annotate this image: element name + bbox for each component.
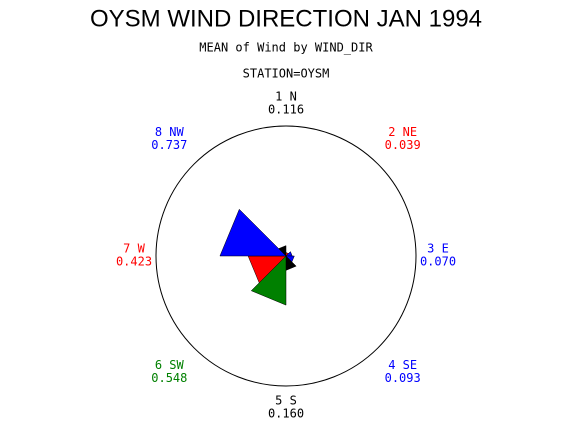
value-label: 0.070 <box>420 255 456 269</box>
chart-title: OYSM WIND DIRECTION JAN 1994 <box>90 5 482 32</box>
direction-label: 6 SW <box>155 358 185 372</box>
direction-label: 5 S <box>275 394 297 408</box>
chart-subtitle: MEAN of Wind by WIND_DIR <box>199 41 373 55</box>
value-label: 0.548 <box>151 371 187 385</box>
value-label: 0.039 <box>385 138 421 152</box>
direction-label: 1 N <box>275 90 297 104</box>
direction-label: 7 W <box>123 242 145 256</box>
value-label: 0.423 <box>116 255 152 269</box>
direction-label: 4 SE <box>388 358 417 372</box>
value-label: 0.116 <box>268 103 304 117</box>
direction-label: 8 NW <box>155 125 185 139</box>
wedge <box>219 208 287 257</box>
value-label: 0.737 <box>151 138 187 152</box>
direction-label: 2 NE <box>388 125 417 139</box>
direction-label: 3 E <box>427 242 449 256</box>
chart-note: STATION=OYSM <box>243 67 330 81</box>
frame-circle <box>155 125 417 387</box>
value-label: 0.093 <box>385 371 421 385</box>
value-label: 0.160 <box>268 407 304 421</box>
